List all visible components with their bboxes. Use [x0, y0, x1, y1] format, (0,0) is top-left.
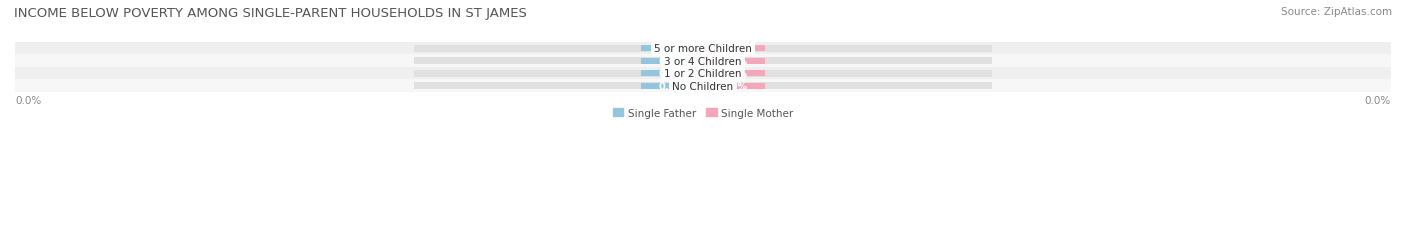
Bar — [703, 83, 765, 89]
Bar — [413, 46, 703, 52]
Bar — [15, 80, 1391, 92]
Text: 0.0%: 0.0% — [720, 81, 748, 91]
Bar — [703, 71, 765, 77]
Text: 3 or 4 Children: 3 or 4 Children — [664, 56, 742, 66]
Bar — [703, 58, 765, 64]
Text: 5 or more Children: 5 or more Children — [654, 44, 752, 54]
Text: 0.0%: 0.0% — [658, 81, 686, 91]
Text: 0.0%: 0.0% — [658, 69, 686, 79]
Text: 0.0%: 0.0% — [720, 69, 748, 79]
Text: 0.0%: 0.0% — [720, 56, 748, 66]
Bar — [641, 46, 703, 52]
Text: 0.0%: 0.0% — [658, 56, 686, 66]
Bar — [703, 58, 993, 65]
Bar — [15, 55, 1391, 68]
Text: 0.0%: 0.0% — [720, 44, 748, 54]
Bar — [641, 71, 703, 77]
Text: 0.0%: 0.0% — [15, 95, 41, 105]
Bar — [703, 46, 765, 52]
Bar — [703, 46, 993, 52]
Text: 0.0%: 0.0% — [658, 44, 686, 54]
Bar — [413, 70, 703, 77]
Text: Source: ZipAtlas.com: Source: ZipAtlas.com — [1281, 7, 1392, 17]
Text: No Children: No Children — [672, 81, 734, 91]
Bar — [15, 43, 1391, 55]
Legend: Single Father, Single Mother: Single Father, Single Mother — [613, 108, 793, 118]
Bar — [641, 58, 703, 64]
Bar — [703, 70, 993, 77]
Bar — [413, 58, 703, 65]
Text: 1 or 2 Children: 1 or 2 Children — [664, 69, 742, 79]
Bar — [641, 83, 703, 89]
Bar — [413, 83, 703, 90]
Text: 0.0%: 0.0% — [1365, 95, 1391, 105]
Bar — [15, 68, 1391, 80]
Text: INCOME BELOW POVERTY AMONG SINGLE-PARENT HOUSEHOLDS IN ST JAMES: INCOME BELOW POVERTY AMONG SINGLE-PARENT… — [14, 7, 527, 20]
Bar — [703, 83, 993, 90]
